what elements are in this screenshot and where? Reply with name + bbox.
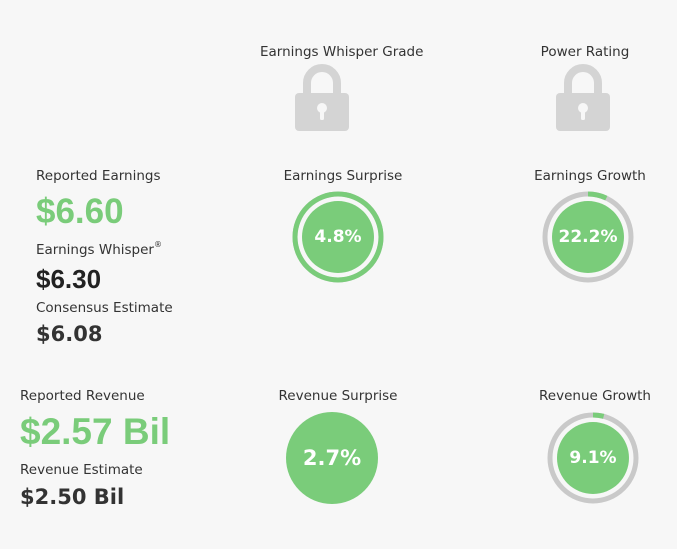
revenue-surprise-label: Revenue Surprise [278,388,398,404]
earnings-whisper-value: $6.30 [36,264,102,294]
earnings-growth-gauge: 22.2% [541,190,635,284]
revenue-growth-value: 9.1% [569,448,616,468]
revenue-growth-gauge: 9.1% [546,411,640,505]
revenue-growth-label: Revenue Growth [539,388,651,404]
earnings-growth-ring-fill [542,191,634,283]
earnings-surprise-label: Earnings Surprise [283,168,403,184]
earnings-surprise-disc [302,201,374,273]
revenue-surprise-value: 2.7% [303,446,361,470]
reported-revenue-value: $2.57 Bil [20,411,171,452]
reported-revenue-label: Reported Revenue [20,388,145,404]
revenue-growth-ring-fill [547,412,639,504]
power-lock-icon[interactable] [556,63,610,131]
revenue-surprise-disc [286,412,378,504]
revenue-estimate-label: Revenue Estimate [20,462,143,478]
revenue-estimate-value: $2.50 Bil [20,485,125,509]
reported-earnings-label: Reported Earnings [36,168,161,184]
revenue-surprise-gauge: 2.7% [286,412,378,504]
revenue-growth-disc [557,422,629,494]
earnings-growth-label: Earnings Growth [534,168,646,184]
consensus-estimate-value: $6.08 [36,322,103,346]
earnings-growth-disc [552,201,624,273]
grade-lock-icon[interactable] [295,63,349,131]
consensus-estimate-label: Consensus Estimate [36,300,173,316]
earnings-whisper-label: Earnings Whisper® [36,240,162,258]
earnings-whisper-grade-label: Earnings Whisper Grade [260,44,424,60]
power-rating-label: Power Rating [540,44,630,60]
earnings-growth-value: 22.2% [559,227,618,247]
earnings-surprise-ring-fill [292,191,384,283]
reported-earnings-value: $6.60 [36,192,124,231]
earnings-surprise-gauge: 4.8% [291,190,385,284]
earnings-surprise-value: 4.8% [314,227,361,247]
